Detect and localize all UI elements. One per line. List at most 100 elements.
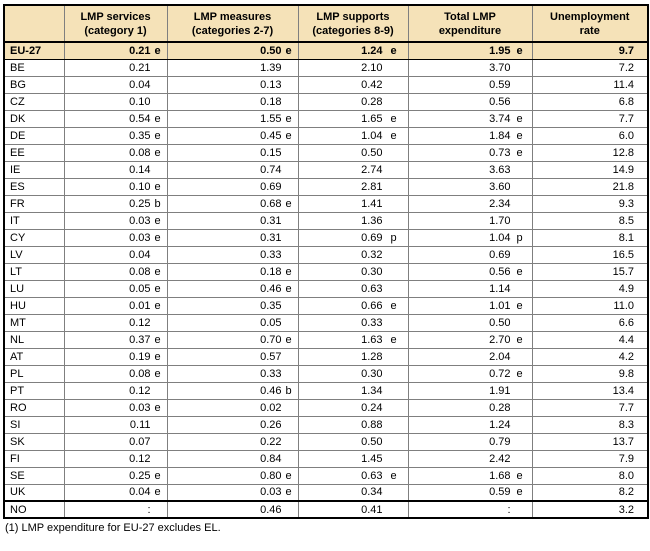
cell-value: 0.34 [361, 486, 383, 499]
country-code: DE [3, 126, 65, 145]
unemployment-cell: 9.8 [531, 364, 649, 383]
cell-value: 0.37 [129, 333, 151, 346]
country-code: EU-27 [3, 41, 65, 60]
cell-value: 1.04 [489, 231, 511, 244]
value-cell: 0.45 e [166, 126, 299, 145]
value-cell: 0.57 [166, 347, 299, 366]
cell-value: 1.24 [489, 418, 511, 431]
cell-flag: e [285, 486, 292, 499]
value-cell: 0.12 [63, 381, 168, 400]
value-cell: 0.50 [407, 313, 533, 332]
cell-flag: e [154, 469, 161, 482]
cell-flag: e [154, 146, 161, 159]
cell-value: 0.66 [361, 299, 383, 312]
cell-value: 0.57 [260, 350, 282, 363]
cell-flag: e [285, 44, 292, 57]
value-cell: 0.04 [63, 245, 168, 264]
cell-flag: e [516, 44, 523, 57]
value-cell: 0.10 [63, 92, 168, 111]
value-cell: 1.24 e [297, 41, 409, 60]
cell-value: 0.03 [129, 214, 151, 227]
value-cell: 0.21 e [63, 41, 168, 60]
table-row: SK 0.07 0.22 0.50 0.79 13.7 [3, 432, 649, 451]
cell-value: 3.70 [489, 61, 511, 74]
cell-flag: p [390, 231, 397, 244]
value-cell: 1.41 [297, 194, 409, 213]
unemployment-cell: 21.8 [531, 177, 649, 196]
cell-value: 1.84 [489, 129, 511, 142]
table-row: SE 0.25 e 0.80 e 0.63 e 1.68 e 8.0 [3, 466, 649, 485]
cell-value: 0.15 [260, 146, 282, 159]
lmp-expenditure-table: LMP services (category 1) LMP measures (… [3, 4, 649, 519]
value-cell: 0.74 [166, 160, 299, 179]
value-cell: 0.03 e [63, 398, 168, 417]
table-row: CY 0.03 e 0.31 0.69 p 1.04 p 8.1 [3, 228, 649, 247]
cell-value: 0.04 [129, 248, 151, 261]
value-cell: 0.66 e [297, 296, 409, 315]
country-code: IE [3, 160, 65, 179]
value-cell: 2.81 [297, 177, 409, 196]
value-cell: 0.59 [407, 75, 533, 94]
table-row: LU 0.05 e 0.46 e 0.63 1.14 4.9 [3, 279, 649, 298]
cell-flag: e [154, 265, 161, 278]
unemployment-cell: 7.2 [531, 58, 649, 77]
value-cell: 0.14 [63, 160, 168, 179]
value-cell: 0.03 e [63, 228, 168, 247]
cell-flag: e [154, 333, 161, 346]
country-code: SI [3, 415, 65, 434]
value-cell: 0.24 [297, 398, 409, 417]
value-cell: 0.05 [166, 313, 299, 332]
country-code: SE [3, 466, 65, 485]
cell-value: 0.01 [129, 299, 151, 312]
cell-value: 1.41 [361, 197, 383, 210]
cell-value: : [507, 503, 511, 516]
value-cell: 0.05 e [63, 279, 168, 298]
value-cell: 0.41 [297, 500, 409, 519]
table-row: CZ 0.10 0.18 0.28 0.56 6.8 [3, 92, 649, 111]
value-cell: 0.04 [63, 75, 168, 94]
cell-value: 0.45 [260, 129, 282, 142]
cell-flag: e [285, 112, 292, 125]
cell-flag: e [154, 299, 161, 312]
value-cell: 0.30 [297, 262, 409, 281]
country-code: MT [3, 313, 65, 332]
table-row: DK 0.54 e 1.55 e 1.65 e 3.74 e 7.7 [3, 109, 649, 128]
cell-value: 0.63 [361, 282, 383, 295]
cell-value: 0.68 [260, 197, 282, 210]
unemployment-cell: 11.0 [531, 296, 649, 315]
cell-value: 0.33 [260, 367, 282, 380]
cell-value: 0.18 [260, 95, 282, 108]
cell-value: 0.88 [361, 418, 383, 431]
unemployment-cell: 11.4 [531, 75, 649, 94]
cell-flag: e [390, 333, 397, 346]
cell-value: 0.28 [489, 401, 511, 414]
cell-flag: e [154, 231, 161, 244]
cell-flag: e [154, 350, 161, 363]
value-cell: 3.74 e [407, 109, 533, 128]
value-cell: 0.28 [297, 92, 409, 111]
unemployment-cell: 8.0 [531, 466, 649, 485]
header-line-1: Total LMP [444, 10, 496, 23]
value-cell: 0.04 e [63, 483, 168, 502]
header-line-2: rate [579, 24, 600, 37]
cell-value: 2.81 [361, 180, 383, 193]
cell-value: 0.70 [260, 333, 282, 346]
cell-value: 0.11 [129, 418, 151, 431]
header-line-1: Unemployment [550, 10, 630, 23]
header-lmp-services: LMP services (category 1) [63, 4, 168, 43]
unemployment-cell: 9.7 [531, 41, 649, 60]
cell-value: 0.12 [129, 316, 151, 329]
value-cell: 0.03 e [63, 211, 168, 230]
value-cell: 0.11 [63, 415, 168, 434]
cell-value: 0.04 [129, 78, 151, 91]
cell-value: 0.03 [129, 231, 151, 244]
cell-flag: e [516, 112, 523, 125]
cell-value: 0.72 [489, 367, 511, 380]
cell-value: 1.28 [361, 350, 383, 363]
cell-flag: e [390, 112, 397, 125]
unemployment-cell: 9.3 [531, 194, 649, 213]
cell-flag: b [285, 384, 292, 397]
cell-value: 0.12 [129, 452, 151, 465]
cell-value: 0.13 [260, 78, 282, 91]
unemployment-cell: 6.6 [531, 313, 649, 332]
